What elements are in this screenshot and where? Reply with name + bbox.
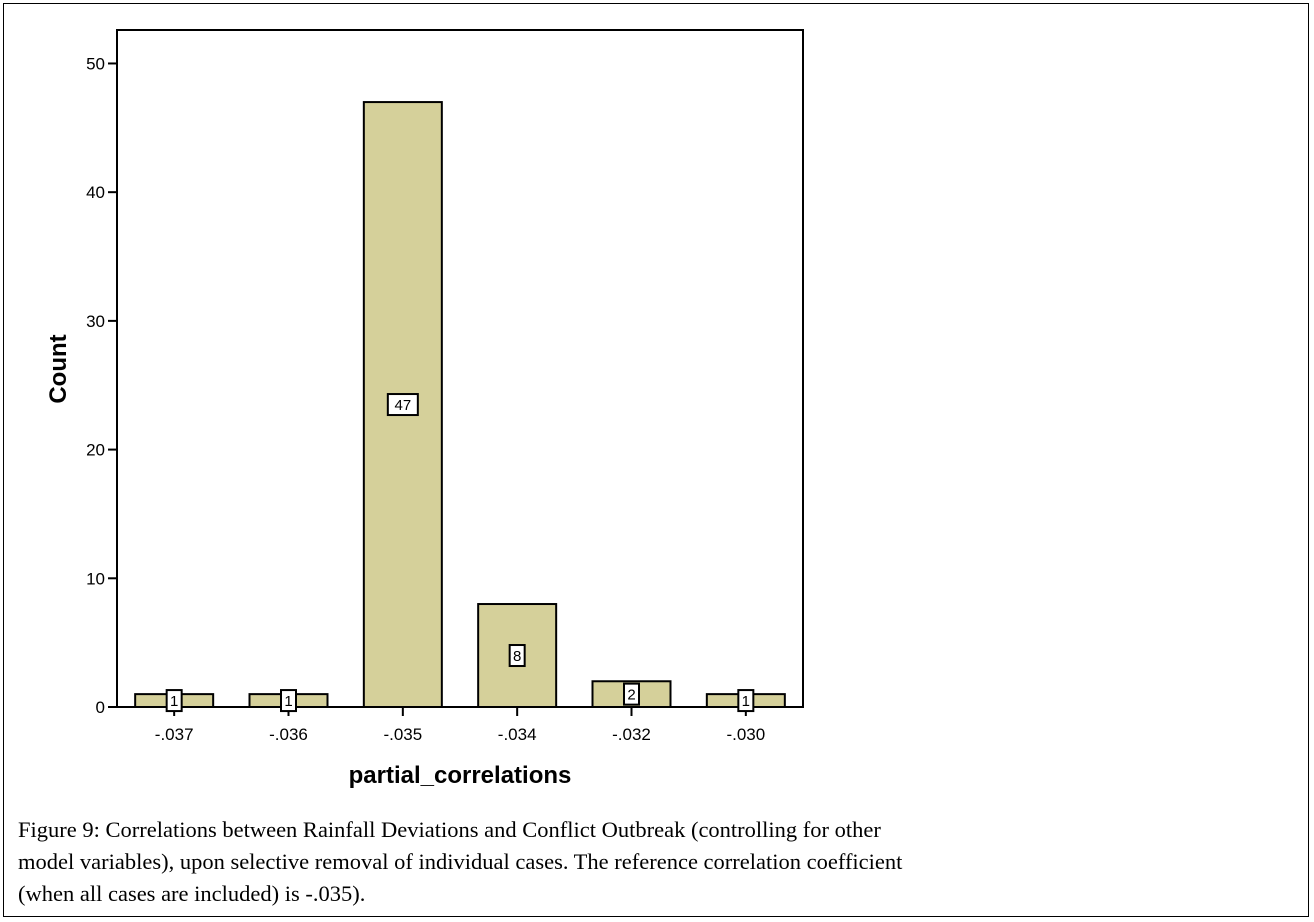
x-tick-label: -.035: [383, 725, 422, 744]
y-tick-label: 30: [86, 312, 105, 331]
data-label: 47: [394, 397, 411, 414]
data-label-box: [623, 682, 640, 706]
y-tick-label: 20: [86, 441, 105, 460]
caption-line-3: (when all cases are included) is -.035).: [18, 881, 366, 906]
x-tick-label: -.030: [726, 725, 765, 744]
figure-caption: Figure 9: Correlations between Rainfall …: [18, 814, 1298, 910]
data-label-box: [165, 689, 183, 713]
y-tick-label: 40: [86, 183, 105, 202]
data-label-box: [280, 689, 297, 713]
x-tick-label: -.034: [498, 725, 537, 744]
bar-chart: 0 10 20 30 40 50 -.037 -.036 -.035 -.034 -.032 -.03…: [45, 29, 804, 789]
data-label: 1: [284, 693, 292, 710]
data-label-box: [508, 644, 526, 668]
x-tick-label: -.036: [269, 725, 308, 744]
x-tick-label: -.037: [155, 725, 194, 744]
caption-line-2: model variables), upon selective removal…: [18, 849, 903, 874]
data-label: 2: [627, 687, 635, 704]
data-label-box: [386, 393, 419, 417]
y-tick-label: 10: [86, 569, 105, 588]
y-tick-label: 0: [96, 698, 105, 717]
data-label: 1: [170, 693, 178, 710]
data-label: 8: [513, 648, 521, 665]
caption-line-1: Figure 9: Correlations between Rainfall …: [18, 817, 881, 842]
plot-frame: [116, 29, 804, 708]
y-tick-label: 50: [86, 54, 105, 73]
y-axis-title: Count: [45, 334, 72, 403]
x-tick-label: -.032: [612, 725, 651, 744]
data-label: 1: [742, 693, 750, 710]
plot-area: 0 10 20 30 40 50 -.037 -.036 -.035 -.034 -.032 -.03…: [86, 29, 804, 744]
data-label-box: [737, 689, 755, 713]
x-axis-title: partial_correlations: [349, 762, 572, 789]
